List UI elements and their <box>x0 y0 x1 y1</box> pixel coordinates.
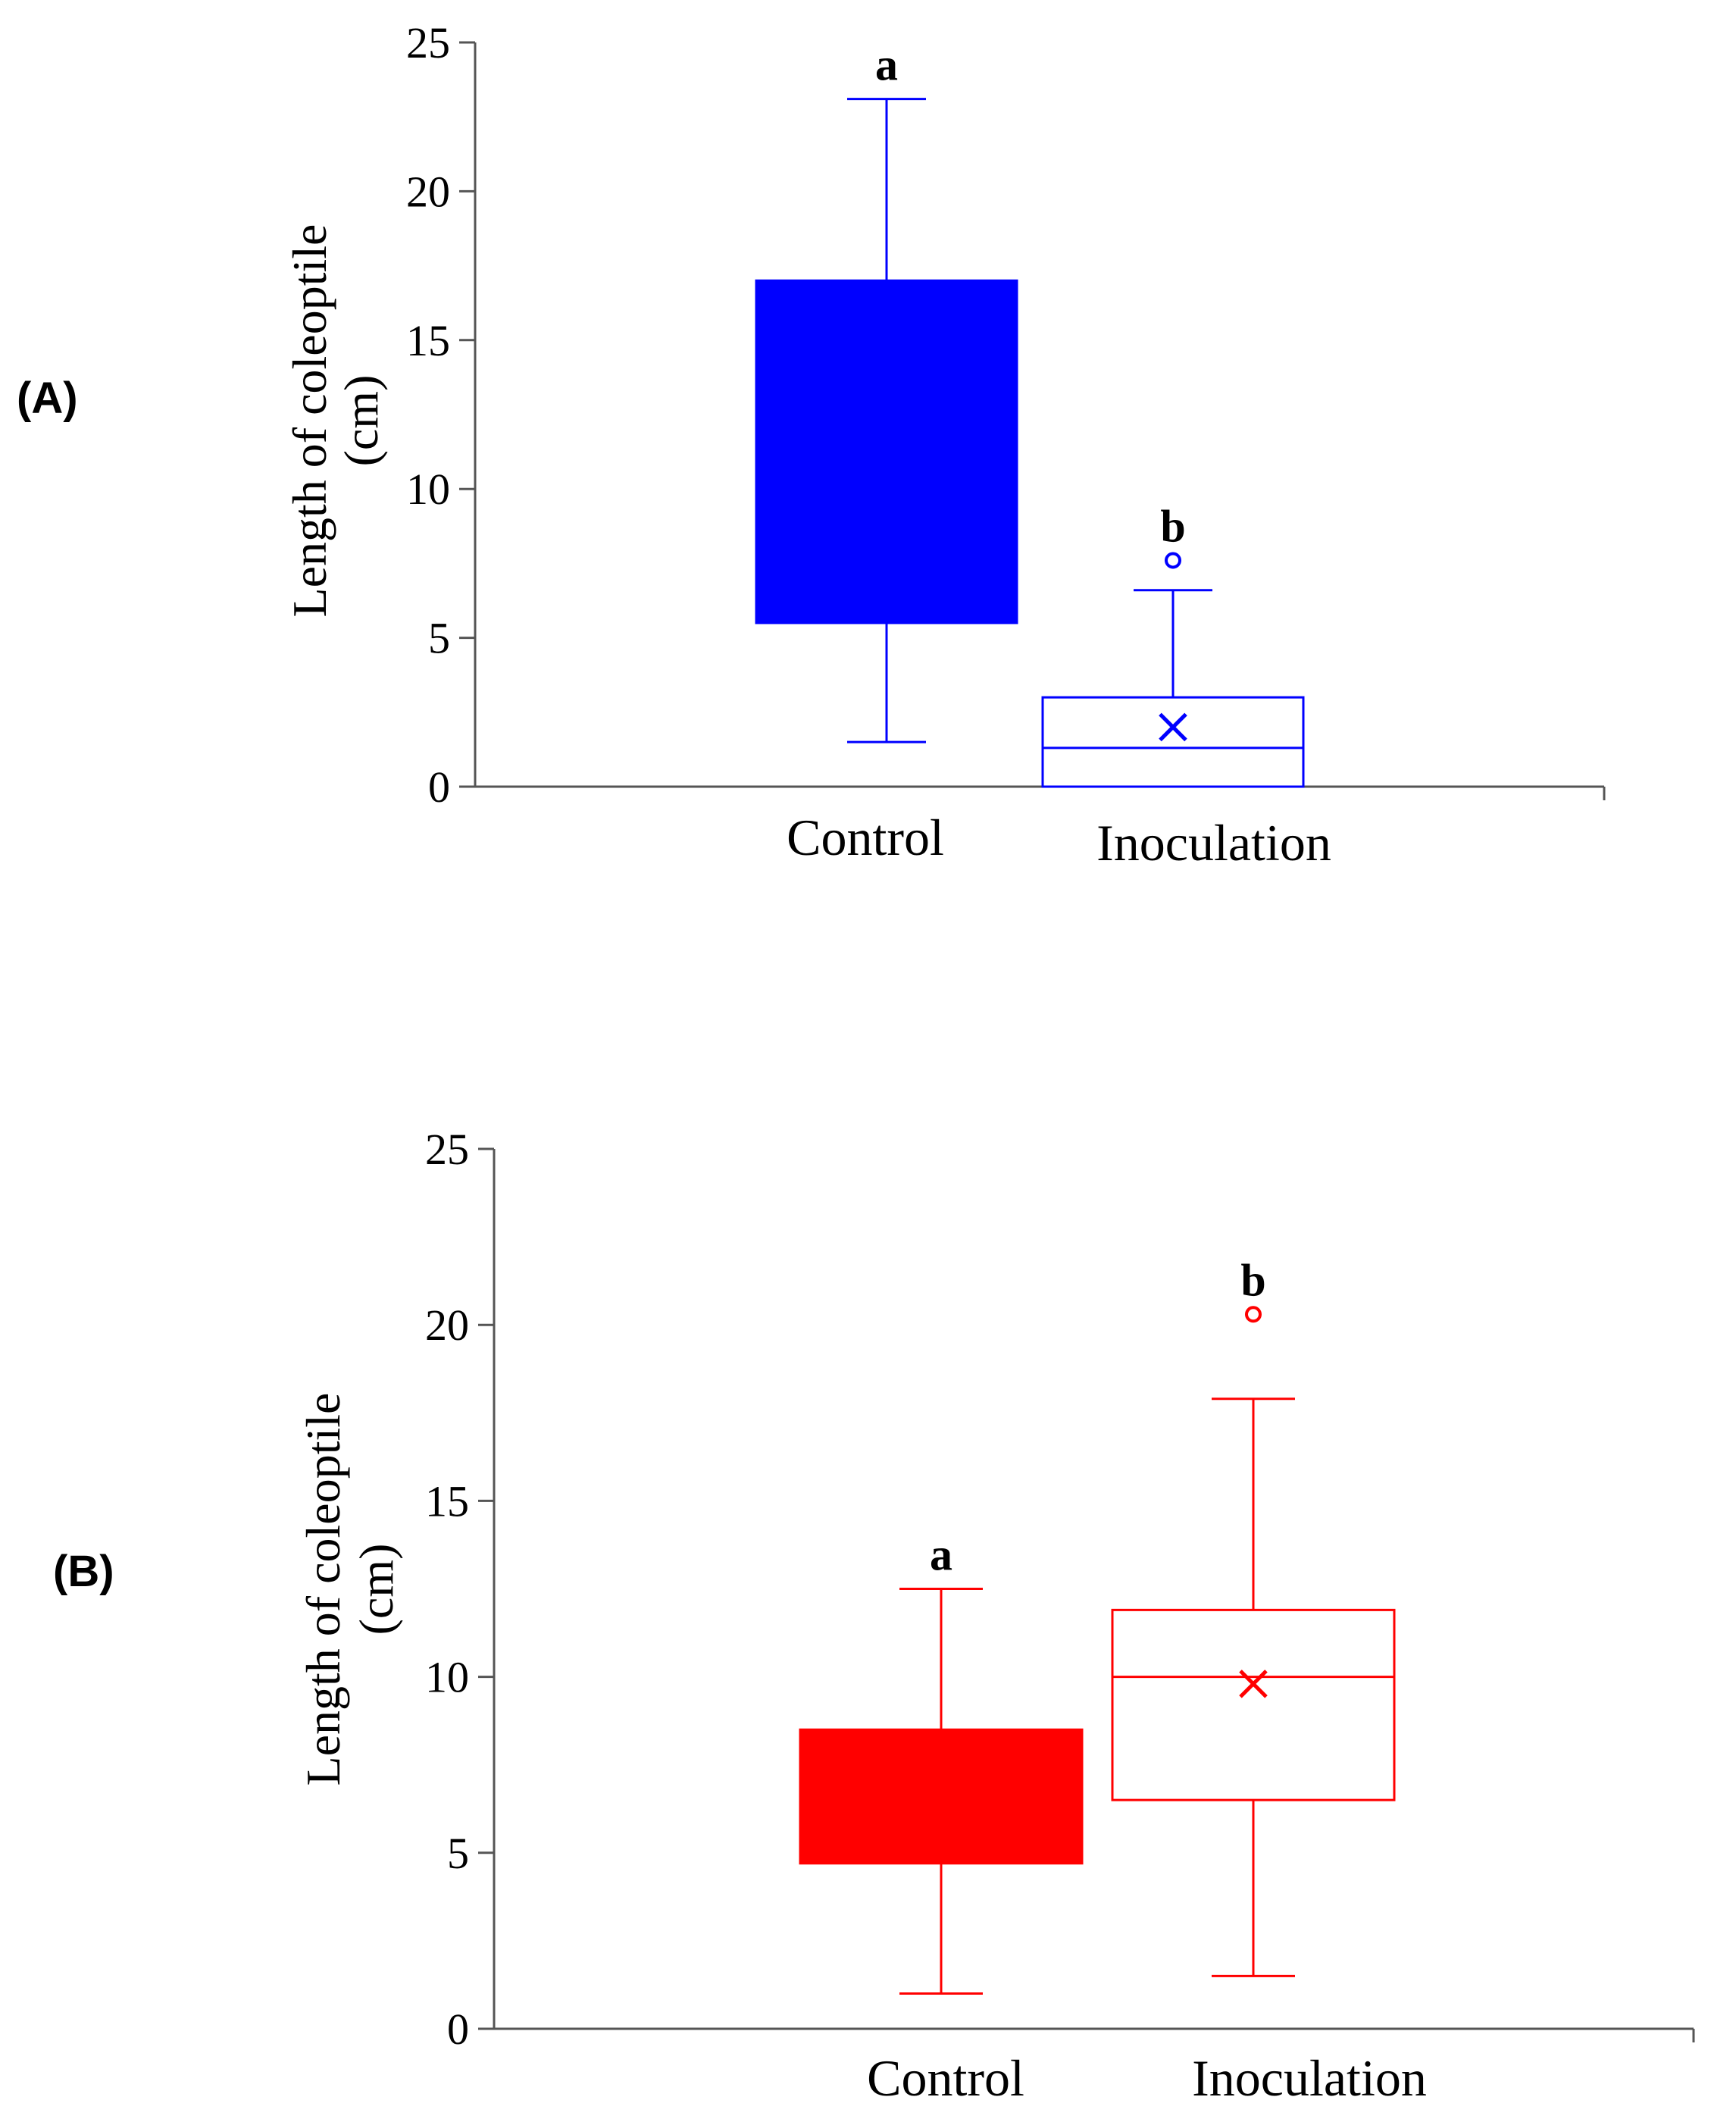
y-tick-label: 5 <box>428 614 450 663</box>
outlier-point <box>1165 552 1181 569</box>
y-tick-label: 0 <box>428 762 450 812</box>
y-tick-label: 25 <box>425 1125 469 1174</box>
significance-letter: a <box>930 1530 952 1580</box>
y-axis-title: Length of coleoptile <box>283 224 336 618</box>
y-axis-unit: (cm) <box>349 1544 403 1635</box>
outlier-point <box>1245 1306 1262 1323</box>
significance-letter: b <box>1160 501 1185 551</box>
box-control: a <box>799 1530 1084 1995</box>
panel-a: (A) Length of coleoptile(cm) 0 5 10 15 20 25 a Co… <box>17 18 1606 872</box>
box-control: a <box>755 40 1018 743</box>
y-tick-label: 15 <box>425 1476 469 1526</box>
significance-letter: a <box>875 40 898 90</box>
x-category-label: Inoculation <box>1096 814 1331 872</box>
mean-marker <box>1159 712 1187 742</box>
box-inoculation: b <box>1041 501 1305 788</box>
panel-label: (B) <box>53 1547 114 1596</box>
y-tick-label: 10 <box>406 465 450 514</box>
y-tick-label: 0 <box>447 2005 469 2054</box>
y-tick-label: 5 <box>447 1829 469 1878</box>
mean-marker <box>1239 1670 1268 1698</box>
y-tick-label: 20 <box>425 1300 469 1350</box>
y-axis-title: Length of coleoptile <box>296 1393 350 1786</box>
box-body <box>1041 696 1305 788</box>
y-tick-label: 10 <box>425 1653 469 1702</box>
significance-letter: b <box>1240 1255 1265 1305</box>
box-inoculation: b <box>1111 1255 1396 1977</box>
x-category-label: Inoculation <box>1192 2049 1427 2107</box>
y-tick-label: 15 <box>406 316 450 365</box>
y-tick-label: 20 <box>406 167 450 216</box>
y-axis-unit: (cm) <box>334 375 388 467</box>
x-category-label: Control <box>787 809 944 866</box>
panel-b: (B) Length of coleoptile (cm) 0 5 10 15 20 25 a Co… <box>53 1125 1695 2107</box>
panel-label: (A) <box>17 374 78 423</box>
box-body <box>799 1728 1084 1865</box>
box-body <box>755 279 1018 624</box>
y-tick-label: 25 <box>406 18 450 67</box>
x-category-label: Control <box>867 2049 1024 2107</box>
box-body <box>1111 1608 1396 1801</box>
